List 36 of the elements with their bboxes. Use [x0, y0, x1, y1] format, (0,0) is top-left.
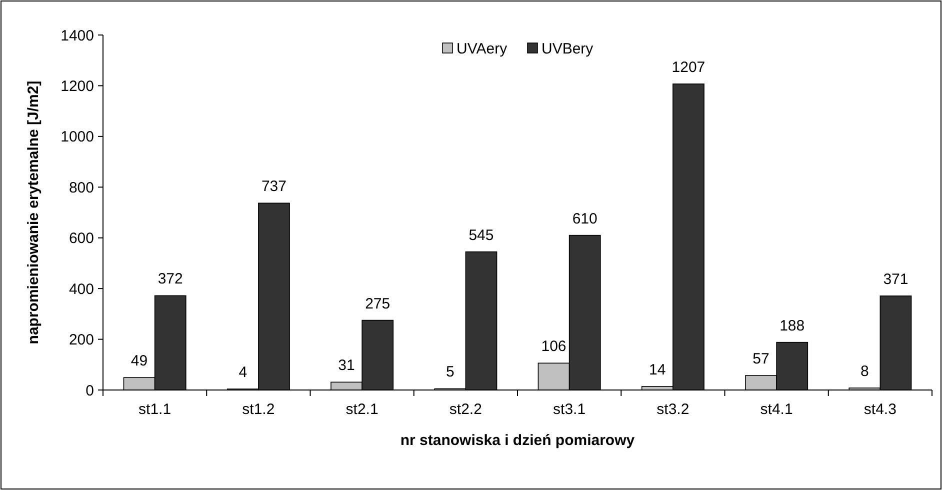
x-axis-title: nr stanowiska i dzień pomiarowy [400, 432, 636, 449]
data-label: 275 [365, 295, 390, 312]
data-label: 14 [649, 361, 666, 378]
legend-label: UVBery [542, 40, 594, 58]
y-tick-label: 0 [86, 382, 94, 400]
legend-label: UVAery [456, 40, 508, 58]
data-label: 1207 [672, 58, 706, 76]
x-tick-label: st2.1 [346, 401, 378, 418]
y-tick-label: 200 [68, 332, 94, 349]
x-tick-label: st3.2 [656, 401, 690, 418]
x-tick-label: st1.1 [138, 401, 172, 418]
y-tick-label: 600 [68, 230, 94, 248]
y-axis-title: napromieniowanie erytemalne [J/m2] [25, 80, 42, 344]
data-label: 610 [572, 210, 598, 228]
data-label: 106 [541, 338, 566, 356]
y-tick-label: 1200 [60, 78, 94, 95]
x-tick-label: st3.1 [553, 401, 586, 418]
data-label: 31 [338, 357, 355, 374]
y-tick-label: 400 [68, 280, 94, 298]
data-label: 188 [780, 317, 805, 334]
data-label: 57 [752, 350, 770, 368]
data-label: 49 [130, 352, 148, 370]
data-label: 5 [446, 364, 454, 381]
x-tick-label: st1.2 [242, 401, 275, 418]
x-tick-label: st4.3 [864, 401, 896, 418]
data-label: 545 [468, 226, 494, 244]
data-label: 737 [261, 178, 286, 196]
data-label: 8 [860, 362, 869, 380]
data-label: 371 [883, 270, 908, 288]
x-tick-label: st4.1 [760, 401, 793, 418]
x-tick-label: st2.2 [449, 401, 482, 418]
y-tick-label: 800 [68, 179, 94, 196]
y-tick-label: 1400 [60, 27, 94, 44]
data-label: 4 [238, 364, 248, 381]
y-tick-label: 1000 [60, 128, 94, 146]
data-label: 372 [158, 270, 183, 288]
